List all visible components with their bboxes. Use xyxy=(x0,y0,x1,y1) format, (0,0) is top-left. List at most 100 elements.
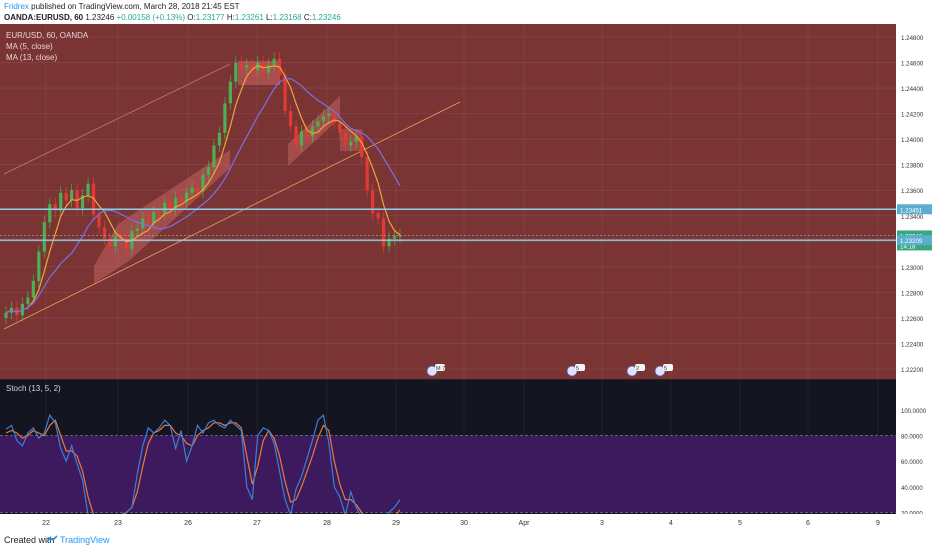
candle-body xyxy=(37,251,41,281)
close-value: 1.23246 xyxy=(311,13,341,22)
tradingview-link[interactable]: TradingView xyxy=(60,535,110,545)
high-label: H: xyxy=(226,13,235,22)
time-tick-label: 9 xyxy=(876,520,880,527)
candle-body xyxy=(4,312,8,318)
trendline-upper[interactable] xyxy=(3,63,231,175)
candle-body xyxy=(360,136,364,158)
candle-body xyxy=(86,183,90,196)
price-tick-label: 1.22400 xyxy=(901,341,924,348)
candle-body xyxy=(310,126,315,137)
candle-body xyxy=(234,62,238,82)
candle-body xyxy=(288,111,293,127)
legend-title: EUR/USD, 60, OANDA xyxy=(6,31,89,40)
countdown-tag: 14:18 xyxy=(900,243,916,250)
candle-body xyxy=(113,236,118,247)
last-price: 1.23246 xyxy=(85,13,115,22)
stoch-tick-label: 60.0000 xyxy=(901,460,923,466)
event-badge-label: M 7 xyxy=(436,366,445,372)
price-axis[interactable] xyxy=(896,24,932,514)
candle-body xyxy=(141,218,145,229)
chart-header: Fridrex published on TradingView.com, Ma… xyxy=(0,0,932,24)
price-axis-ticks: 1.24800 1.24600 1.24400 1.24200 1.24000 1.238… xyxy=(901,35,924,374)
event-badge-label: 2 xyxy=(636,366,639,372)
time-tick-label: 3 xyxy=(600,520,604,527)
candle-body xyxy=(163,203,167,214)
candle-body xyxy=(387,238,391,247)
candle-body xyxy=(332,113,336,123)
time-tick-label: Apr xyxy=(519,520,531,527)
candle-body xyxy=(250,65,254,71)
candle-body xyxy=(316,121,320,127)
horizontal-levels[interactable] xyxy=(0,208,932,241)
price-tick-label: 1.24800 xyxy=(901,35,924,42)
level-lower-tag-bg xyxy=(897,235,932,246)
candle-body xyxy=(245,65,249,68)
candle-body xyxy=(212,145,216,168)
candle-body xyxy=(321,116,325,122)
stoch-k-line xyxy=(5,413,401,529)
time-axis[interactable] xyxy=(0,514,932,530)
event-badge-label: 5 xyxy=(664,366,667,372)
candle-body xyxy=(26,297,30,304)
candle-body xyxy=(184,192,189,202)
stoch-grid xyxy=(0,379,896,514)
candle-body xyxy=(228,81,232,104)
countdown-tag-bg xyxy=(897,240,932,251)
price-pane[interactable] xyxy=(0,24,896,379)
candle-body xyxy=(349,141,353,146)
economic-events[interactable]: M 7 5 2 5 xyxy=(426,364,673,377)
candle-body xyxy=(338,122,342,133)
candle-body xyxy=(223,103,227,133)
candle-body xyxy=(64,192,68,201)
time-tick-label: 5 xyxy=(738,520,742,527)
time-tick-label: 30 xyxy=(460,520,468,527)
price-tick-label: 1.24200 xyxy=(901,112,924,119)
author-link[interactable]: Fridrex xyxy=(4,2,29,11)
time-tick-label: 29 xyxy=(392,520,400,527)
low-label: L: xyxy=(266,13,273,22)
candle-body xyxy=(376,213,380,219)
time-tick-label: 22 xyxy=(42,520,50,527)
ohlc-line: OANDA:EURUSD, 60 1.23246 +0.00158 (+0.13… xyxy=(4,13,341,22)
candle-body xyxy=(152,211,156,224)
candle-body xyxy=(81,195,85,209)
candle-body xyxy=(206,167,211,175)
tradingview-logo-icon xyxy=(46,535,58,543)
candle-body xyxy=(283,75,287,112)
event-badge-bg xyxy=(435,364,445,371)
candle-body xyxy=(75,190,79,209)
candle-body xyxy=(48,204,52,223)
candle-body xyxy=(267,65,271,73)
stoch-tick-label: 80.0000 xyxy=(901,435,923,441)
legend-ma5: MA (5, close) xyxy=(6,42,53,51)
trendline-lower[interactable] xyxy=(3,101,461,330)
candle-body xyxy=(53,204,57,211)
footer: Created with TradingView xyxy=(0,530,932,550)
price-change: +0.00158 (+0.13%) xyxy=(116,13,186,22)
candle-body xyxy=(59,192,63,211)
ma5-line xyxy=(5,64,401,314)
low-value: 1.23168 xyxy=(272,13,302,22)
candle-body xyxy=(102,227,107,239)
candle-body xyxy=(217,132,222,146)
time-tick-label: 27 xyxy=(253,520,261,527)
candle-body xyxy=(343,132,347,146)
publish-line: Fridrex published on TradingView.com, Ma… xyxy=(4,2,240,11)
candle-body xyxy=(398,235,402,237)
stoch-tick-label: 40.0000 xyxy=(901,486,923,492)
ma13-line xyxy=(5,77,401,314)
time-tick-label: 23 xyxy=(114,520,122,527)
price-tick-label: 1.23600 xyxy=(901,188,924,195)
price-tick-label: 1.22200 xyxy=(901,367,924,374)
candle-body xyxy=(381,218,386,247)
price-tick-label: 1.24400 xyxy=(901,86,924,93)
candle-body xyxy=(305,131,309,137)
candle-body xyxy=(135,228,139,232)
time-axis-ticks: 22 23 26 27 28 29 30 Apr 3 4 5 6 9 xyxy=(42,520,880,527)
price-tick-label: 1.23800 xyxy=(901,163,924,170)
candle-body xyxy=(174,197,178,209)
legend-ma13: MA (13, close) xyxy=(6,53,57,62)
time-tick-label: 4 xyxy=(669,520,673,527)
price-grid xyxy=(0,24,896,379)
